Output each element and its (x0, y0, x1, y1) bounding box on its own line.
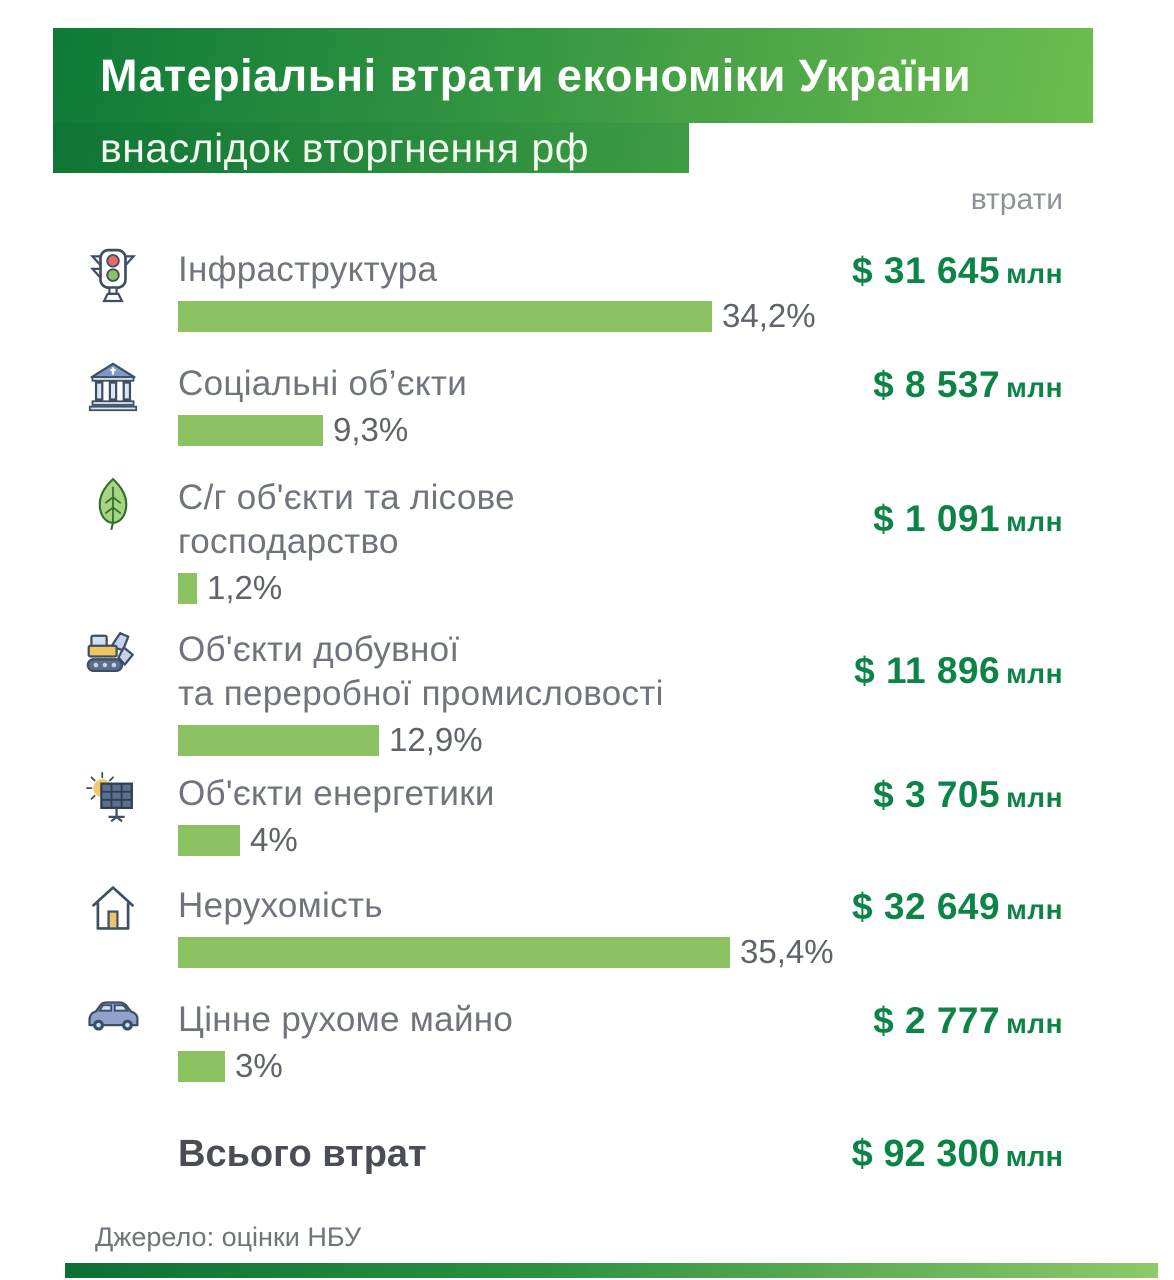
percent-label: 9,3% (333, 411, 409, 448)
loss-value: $ 3 705 млн (873, 774, 1063, 815)
category-label: Цінне рухоме майно (178, 1000, 514, 1039)
bar (178, 936, 730, 968)
house-icon (84, 884, 142, 946)
excavator-icon (84, 628, 142, 690)
percent-label: 4% (250, 821, 298, 858)
loss-value: $ 31 645 млн (852, 250, 1063, 291)
losses-column-header: втрати (970, 183, 1063, 216)
loss-value: $ 8 537 млн (873, 364, 1063, 405)
category-label: С/г об'єкти та лісове (178, 478, 515, 517)
category-label-line2: господарство (178, 522, 399, 561)
percent-label: 34,2% (722, 297, 816, 334)
loss-value: $ 32 649 млн (852, 886, 1063, 927)
bottom-gradient-strip (65, 1263, 1158, 1278)
leaf-icon (84, 476, 142, 538)
percent-label: 12,9% (389, 721, 483, 758)
category-label: Інфраструктура (178, 250, 438, 289)
category-label-line2: та переробної промисловості (178, 674, 664, 713)
title-banner: Матеріальні втрати економіки України (53, 28, 1093, 123)
category-label: Соціальні об’єкти (178, 364, 468, 403)
category-label: Об'єкти енергетики (178, 774, 495, 813)
loss-value: $ 1 091 млн (873, 498, 1063, 539)
page-title: Матеріальні втрати економіки України (100, 49, 972, 101)
page-subtitle: внаслідок вторгнення рф (100, 124, 589, 171)
percent-label: 1,2% (207, 569, 283, 606)
bar (178, 1050, 225, 1082)
solar-panel-icon (84, 772, 142, 834)
bank-building-icon (84, 362, 142, 424)
subtitle-banner: внаслідок вторгнення рф (53, 123, 689, 173)
bar (178, 824, 240, 856)
bar (178, 414, 323, 446)
bar (178, 572, 197, 604)
traffic-light-icon (84, 248, 142, 310)
bar (178, 300, 712, 332)
car-icon (84, 998, 142, 1060)
bar (178, 724, 379, 756)
total-value: $ 92 300 млн (851, 1133, 1063, 1175)
loss-value: $ 11 896 млн (854, 650, 1063, 691)
category-label: Нерухомість (178, 886, 383, 925)
percent-label: 3% (235, 1047, 283, 1084)
source-note: Джерело: оцінки НБУ (95, 1222, 362, 1252)
category-label: Об'єкти добувної (178, 630, 460, 669)
total-label: Всього втрат (178, 1133, 427, 1175)
loss-value: $ 2 777 млн (873, 1000, 1063, 1041)
percent-label: 35,4% (740, 933, 834, 970)
